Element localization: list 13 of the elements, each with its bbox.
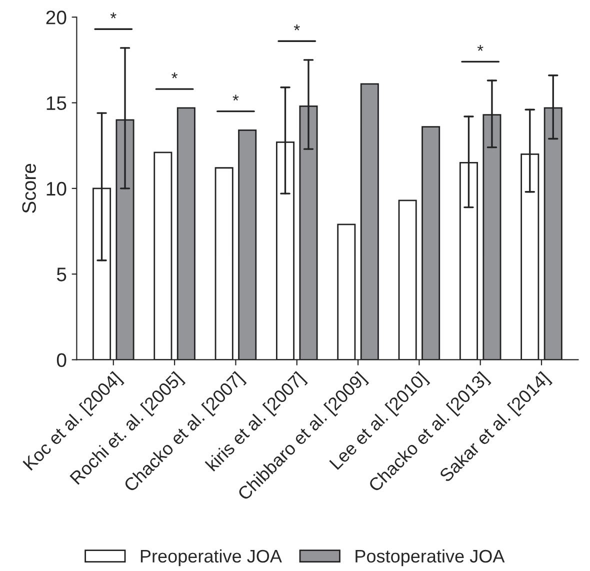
y-tick-label: 0 bbox=[56, 353, 66, 367]
annotation: * bbox=[477, 45, 484, 51]
annotation: * bbox=[172, 72, 178, 78]
legend-label: Postoperative JOA bbox=[356, 549, 505, 566]
y-tick-label: 20 bbox=[46, 10, 66, 24]
y-tick-label: 10 bbox=[46, 182, 66, 196]
annotation: * bbox=[110, 12, 116, 18]
annotation: * bbox=[294, 24, 300, 30]
annotation: * bbox=[232, 94, 239, 101]
y-tick-label: 15 bbox=[46, 96, 66, 110]
y-tick-label: 5 bbox=[56, 268, 66, 282]
y-axis-title: Score bbox=[22, 164, 36, 213]
legend-label: Preoperative JOA bbox=[140, 549, 282, 566]
